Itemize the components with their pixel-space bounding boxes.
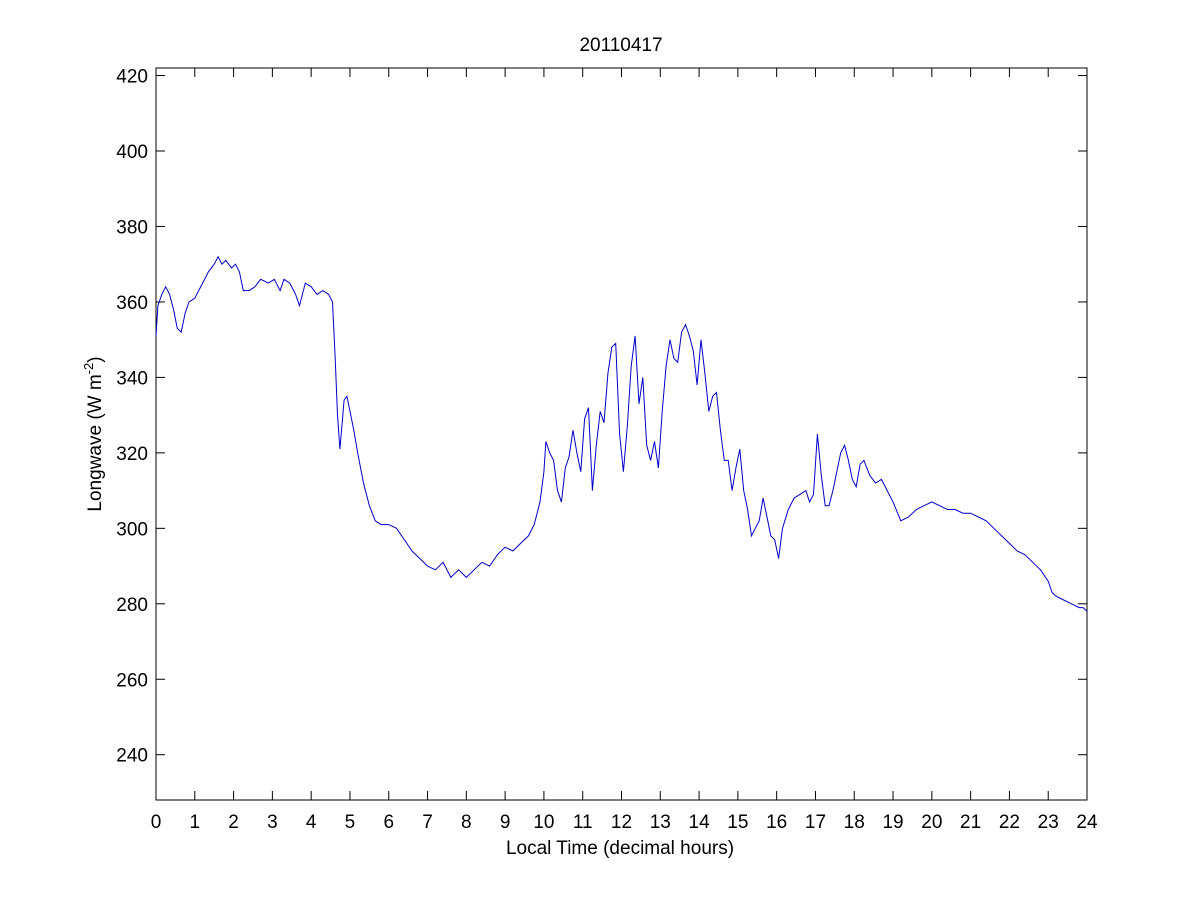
x-tick-label: 22 bbox=[999, 812, 1020, 833]
x-tick-label: 3 bbox=[267, 812, 278, 833]
x-tick-label: 24 bbox=[1076, 812, 1098, 833]
x-tick-label: 1 bbox=[190, 812, 201, 833]
plot-area bbox=[155, 67, 1088, 801]
x-tick-label: 2 bbox=[228, 812, 239, 833]
y-tick-labels: 240 260 280 300 320 340 360 380 400 420 bbox=[116, 67, 148, 767]
y-tick-label: 260 bbox=[116, 670, 148, 691]
x-tick-label: 6 bbox=[383, 812, 394, 833]
x-tick-label: 5 bbox=[345, 812, 356, 833]
y-axis-title-main: Longwave (W m bbox=[85, 374, 106, 511]
x-tick-label: 7 bbox=[422, 812, 433, 833]
y-tick-label: 400 bbox=[116, 142, 148, 163]
y-tick-label: 300 bbox=[116, 519, 148, 540]
y-axis-title-sup: -2 bbox=[81, 363, 96, 375]
y-axis-title-close: ) bbox=[85, 356, 106, 362]
x-tick-label: 12 bbox=[611, 812, 632, 833]
y-tick-label: 340 bbox=[116, 368, 148, 389]
y-tick-label: 320 bbox=[116, 444, 148, 465]
x-tick-label: 8 bbox=[461, 812, 472, 833]
x-tick-label: 16 bbox=[766, 812, 787, 833]
x-tick-label: 10 bbox=[533, 812, 554, 833]
x-tick-label: 21 bbox=[960, 812, 981, 833]
x-tick-label: 17 bbox=[805, 812, 826, 833]
y-tick-label: 420 bbox=[116, 67, 148, 88]
x-tick-label: 18 bbox=[844, 812, 865, 833]
x-tick-label: 23 bbox=[1038, 812, 1059, 833]
x-tick-label: 15 bbox=[727, 812, 748, 833]
y-axis-title: Longwave (W m-2) bbox=[81, 356, 106, 511]
chart-title: 20110417 bbox=[579, 35, 662, 56]
x-tick-label: 0 bbox=[151, 812, 162, 833]
longwave-series-line bbox=[155, 255, 1088, 612]
y-tick-label: 360 bbox=[116, 293, 148, 314]
y-tick-label: 240 bbox=[116, 746, 148, 767]
x-axis-title: Local Time (decimal hours) bbox=[506, 838, 734, 859]
x-tick-label: 20 bbox=[921, 812, 942, 833]
x-tick-label: 19 bbox=[882, 812, 903, 833]
x-tick-label: 14 bbox=[689, 812, 711, 833]
y-tick-label: 280 bbox=[116, 595, 148, 616]
tick-marks bbox=[155, 68, 1088, 800]
y-tick-label: 380 bbox=[116, 217, 148, 238]
x-tick-label: 4 bbox=[306, 812, 317, 833]
x-tick-label: 13 bbox=[650, 812, 671, 833]
x-tick-labels: 0 1 2 3 4 5 6 7 8 9 10 11 12 13 14 15 16 17 18 19 20 21 22 23 24 bbox=[151, 812, 1098, 833]
x-tick-label: 11 bbox=[573, 812, 593, 833]
x-tick-label: 9 bbox=[500, 812, 511, 833]
